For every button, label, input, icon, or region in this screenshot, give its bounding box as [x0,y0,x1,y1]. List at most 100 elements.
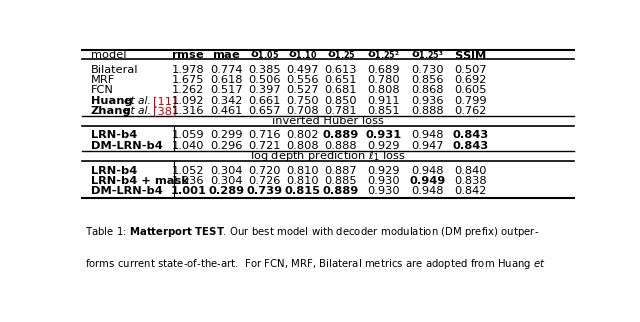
Text: 0.936: 0.936 [411,96,444,106]
Text: 0.461: 0.461 [210,106,243,116]
Text: 1.001: 1.001 [170,186,206,196]
Text: 0.661: 0.661 [248,96,281,106]
Text: 0.851: 0.851 [367,106,400,116]
Text: log depth prediction $\ell_1$ loss: log depth prediction $\ell_1$ loss [250,149,406,163]
Text: 1.262: 1.262 [172,85,204,95]
Text: 0.739: 0.739 [246,186,283,196]
Text: 0.726: 0.726 [248,176,281,186]
Text: 0.517: 0.517 [210,85,243,95]
Text: et al.: et al. [124,106,150,116]
Text: 0.750: 0.750 [286,96,319,106]
Text: 0.808: 0.808 [286,141,319,151]
Text: 0.948: 0.948 [411,166,444,175]
Text: 0.888: 0.888 [411,106,444,116]
Text: 0.843: 0.843 [452,130,488,140]
Text: 0.930: 0.930 [367,186,400,196]
Text: 0.730: 0.730 [411,65,444,75]
Text: 0.720: 0.720 [248,166,281,175]
Text: 0.397: 0.397 [248,85,281,95]
Text: 0.929: 0.929 [367,141,400,151]
Text: 0.506: 0.506 [248,75,281,85]
Text: 0.618: 0.618 [210,75,243,85]
Text: 0.948: 0.948 [411,130,444,140]
Text: LRN-b4: LRN-b4 [91,130,137,140]
Text: 0.840: 0.840 [454,166,486,175]
Text: FCN: FCN [91,85,114,95]
Text: 0.888: 0.888 [324,141,357,151]
Text: [11]: [11] [154,96,177,106]
Text: 0.762: 0.762 [454,106,486,116]
Text: $\mathbf{rmse}$: $\mathbf{rmse}$ [172,49,205,60]
Text: 0.889: 0.889 [323,186,359,196]
Text: 1.092: 1.092 [172,96,204,106]
Text: forms current state-of-the-art.  For FCN, MRF, Bilateral metrics are adopted fro: forms current state-of-the-art. For FCN,… [85,257,546,271]
Text: 0.716: 0.716 [248,130,281,140]
Text: 0.681: 0.681 [324,85,357,95]
Text: 0.507: 0.507 [454,65,486,75]
Text: 0.651: 0.651 [324,75,357,85]
Text: $\mathbf{\delta_{1.10}}$: $\mathbf{\delta_{1.10}}$ [288,48,317,62]
Text: 0.689: 0.689 [367,65,400,75]
Text: [38]: [38] [154,106,177,116]
Text: 0.856: 0.856 [411,75,444,85]
Text: 1.978: 1.978 [172,65,204,75]
Text: DM-LRN-b4: DM-LRN-b4 [91,186,163,196]
Text: 0.850: 0.850 [324,96,357,106]
Text: 0.802: 0.802 [287,130,319,140]
Text: 0.657: 0.657 [248,106,281,116]
Text: 0.808: 0.808 [367,85,400,95]
Text: 0.911: 0.911 [367,96,400,106]
Text: $\mathbf{\delta_{1.05}}$: $\mathbf{\delta_{1.05}}$ [250,48,279,62]
Text: 0.948: 0.948 [411,186,444,196]
Text: 0.527: 0.527 [287,85,319,95]
Text: $\mathbf{mae}$: $\mathbf{mae}$ [212,50,241,60]
Text: 0.930: 0.930 [367,176,400,186]
Text: 0.774: 0.774 [210,65,243,75]
Text: 1.040: 1.040 [172,141,204,151]
Text: 0.781: 0.781 [324,106,357,116]
Text: 0.947: 0.947 [411,141,444,151]
Text: 0.342: 0.342 [210,96,243,106]
Text: 0.931: 0.931 [365,130,402,140]
Text: 0.810: 0.810 [286,166,319,175]
Text: 0.605: 0.605 [454,85,486,95]
Text: 0.304: 0.304 [210,166,243,175]
Text: 0.929: 0.929 [367,166,400,175]
Text: Table 1: $\mathbf{Matterport\ TEST}$. Our best model with decoder modulation (DM: Table 1: $\mathbf{Matterport\ TEST}$. Ou… [85,225,540,239]
Text: 0.889: 0.889 [323,130,359,140]
Text: 0.385: 0.385 [248,65,281,75]
Text: 0.810: 0.810 [286,176,319,186]
Text: 0.799: 0.799 [454,96,486,106]
Text: 0.885: 0.885 [324,176,357,186]
Text: 0.304: 0.304 [210,176,243,186]
Text: 0.949: 0.949 [409,176,445,186]
Text: et al.: et al. [124,96,150,106]
Text: 0.289: 0.289 [208,186,244,196]
Text: 1.052: 1.052 [172,166,204,175]
Text: 0.721: 0.721 [248,141,281,151]
Text: inverted Huber loss: inverted Huber loss [272,116,384,126]
Text: 1.316: 1.316 [172,106,204,116]
Text: 0.497: 0.497 [287,65,319,75]
Text: 0.613: 0.613 [324,65,357,75]
Text: 0.842: 0.842 [454,186,486,196]
Text: 0.887: 0.887 [324,166,357,175]
Text: $\mathbf{SSIM}$: $\mathbf{SSIM}$ [454,49,487,61]
Text: $\mathbf{\delta_{1.25^3}}$: $\mathbf{\delta_{1.25^3}}$ [411,48,444,62]
Text: 0.780: 0.780 [367,75,400,85]
Text: 0.838: 0.838 [454,176,486,186]
Text: MRF: MRF [91,75,115,85]
Text: $\mathbf{\delta_{1.25^2}}$: $\mathbf{\delta_{1.25^2}}$ [367,48,400,62]
Text: Bilateral: Bilateral [91,65,138,75]
Text: 0.708: 0.708 [286,106,319,116]
Text: 0.843: 0.843 [452,141,488,151]
Text: 0.296: 0.296 [210,141,243,151]
Text: 1.675: 1.675 [172,75,204,85]
Text: Zhang: Zhang [91,106,132,116]
Text: 0.692: 0.692 [454,75,486,85]
Text: 0.815: 0.815 [285,186,321,196]
Text: LRN-b4: LRN-b4 [91,166,137,175]
Text: 0.556: 0.556 [287,75,319,85]
Text: Huang: Huang [91,96,132,106]
Text: 1.036: 1.036 [172,176,204,186]
